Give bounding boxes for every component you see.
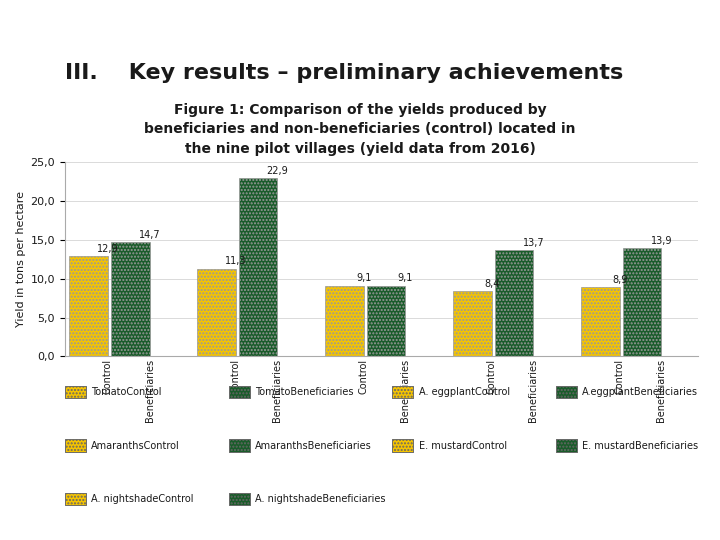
Text: TomatoBeneficiaries: TomatoBeneficiaries xyxy=(255,388,354,397)
Text: A.eggplantBeneficiaries: A.eggplantBeneficiaries xyxy=(582,388,698,397)
Text: A. nightshadeControl: A. nightshadeControl xyxy=(91,495,194,504)
Text: E. mustardBeneficiaries: E. mustardBeneficiaries xyxy=(582,441,698,451)
Bar xyxy=(366,286,405,356)
Bar xyxy=(69,256,108,356)
Bar xyxy=(197,268,236,356)
Text: A. nightshadeBeneficiaries: A. nightshadeBeneficiaries xyxy=(255,495,385,504)
Text: 11,3: 11,3 xyxy=(225,256,246,266)
Bar xyxy=(325,286,364,356)
FancyBboxPatch shape xyxy=(229,440,250,452)
Text: 9,1: 9,1 xyxy=(356,273,372,284)
FancyBboxPatch shape xyxy=(392,386,413,399)
Text: 12,9: 12,9 xyxy=(97,244,119,254)
FancyBboxPatch shape xyxy=(229,386,250,399)
Bar xyxy=(495,250,534,356)
Text: III.    Key results – preliminary achievements: III. Key results – preliminary achieveme… xyxy=(65,63,623,83)
FancyBboxPatch shape xyxy=(229,493,250,505)
FancyBboxPatch shape xyxy=(65,386,86,399)
Text: AmaranthsBeneficiaries: AmaranthsBeneficiaries xyxy=(255,441,372,451)
FancyBboxPatch shape xyxy=(557,386,577,399)
Y-axis label: Yield in tons per hectare: Yield in tons per hectare xyxy=(17,191,27,327)
Text: E. mustardControl: E. mustardControl xyxy=(418,441,507,451)
FancyBboxPatch shape xyxy=(392,440,413,452)
Text: 13,9: 13,9 xyxy=(650,236,672,246)
FancyBboxPatch shape xyxy=(557,440,577,452)
Text: 22,9: 22,9 xyxy=(266,166,289,176)
Bar xyxy=(239,178,277,356)
Text: A. eggplantControl: A. eggplantControl xyxy=(418,388,510,397)
Text: 14,7: 14,7 xyxy=(139,230,161,240)
FancyBboxPatch shape xyxy=(65,493,86,505)
Text: Figure 1: Comparison of the yields produced by
beneficiaries and non-beneficiari: Figure 1: Comparison of the yields produ… xyxy=(144,103,576,156)
Bar xyxy=(581,287,620,356)
Text: AmaranthsControl: AmaranthsControl xyxy=(91,441,180,451)
Bar xyxy=(453,291,492,356)
Text: TomatoControl: TomatoControl xyxy=(91,388,161,397)
FancyBboxPatch shape xyxy=(65,440,86,452)
Bar xyxy=(111,242,150,356)
Text: 9,1: 9,1 xyxy=(397,273,413,284)
Bar xyxy=(623,248,661,356)
Text: 8,4: 8,4 xyxy=(484,279,500,289)
Text: 8,9: 8,9 xyxy=(612,275,627,285)
Text: 13,7: 13,7 xyxy=(523,238,544,247)
